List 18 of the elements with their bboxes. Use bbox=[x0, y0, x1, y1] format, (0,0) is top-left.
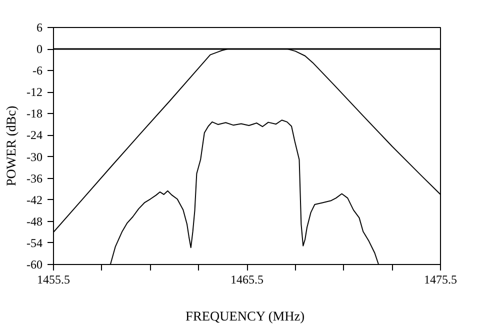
y-tick-label: -60 bbox=[26, 258, 43, 272]
y-tick-label: 0 bbox=[36, 42, 42, 56]
line-series bbox=[110, 120, 380, 264]
x-tick-label: 1475.5 bbox=[424, 272, 457, 286]
x-tick-label: 1455.5 bbox=[37, 272, 70, 286]
y-tick-label: -18 bbox=[26, 106, 43, 121]
y-tick-label: -54 bbox=[26, 236, 43, 250]
x-axis-title: FREQUENCY (MHz) bbox=[186, 308, 305, 324]
y-tick-label: -42 bbox=[26, 192, 43, 207]
y-tick-label: -36 bbox=[26, 171, 43, 186]
y-axis-title: POWER (dBc) bbox=[4, 106, 19, 186]
y-tick-label: -48 bbox=[26, 214, 43, 228]
y-tick-label: -12 bbox=[26, 85, 43, 100]
y-tick-label: -24 bbox=[26, 128, 43, 142]
y-tick-label: 6 bbox=[36, 20, 42, 34]
y-tick-label: -30 bbox=[26, 150, 43, 164]
y-tick-label: -6 bbox=[32, 64, 43, 78]
x-tick-label: 1465.5 bbox=[230, 272, 264, 286]
